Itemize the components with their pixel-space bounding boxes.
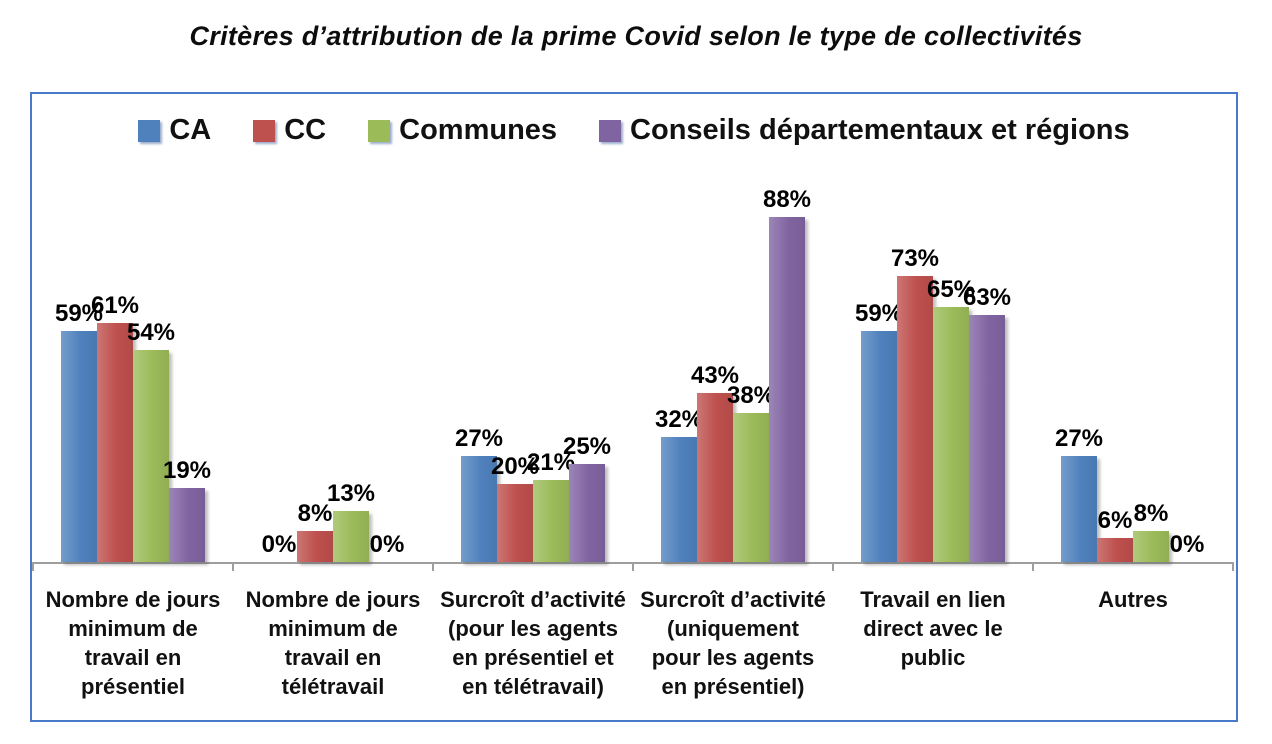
bar-value-label: 32% bbox=[654, 406, 704, 433]
legend-swatch-icon bbox=[253, 119, 276, 142]
bar bbox=[733, 413, 769, 562]
legend-item: CC bbox=[253, 114, 326, 147]
legend-item: Communes bbox=[368, 114, 557, 147]
axis-tick bbox=[232, 562, 234, 571]
axis-tick bbox=[1032, 562, 1034, 571]
bar-value-label: 0% bbox=[261, 531, 297, 558]
bar bbox=[297, 531, 333, 562]
axis-tick bbox=[432, 562, 434, 571]
bar bbox=[97, 323, 133, 562]
legend-item: Conseils départementaux et régions bbox=[599, 114, 1130, 147]
bar bbox=[661, 437, 697, 562]
bar bbox=[461, 456, 497, 562]
category-label: Nombre de jours minimum de travail en prése… bbox=[45, 587, 221, 699]
legend-swatch-icon bbox=[138, 119, 161, 142]
axis-tick bbox=[1232, 562, 1234, 571]
chart-legend: CA CC Communes Conseils départementaux et r… bbox=[32, 114, 1236, 147]
bar bbox=[1133, 531, 1169, 562]
bar-value-label: 25% bbox=[562, 433, 612, 460]
legend-swatch-icon bbox=[599, 119, 622, 142]
bar bbox=[569, 464, 605, 562]
bar bbox=[1097, 538, 1133, 562]
legend-swatch-icon bbox=[368, 119, 391, 142]
bar-value-label: 8% bbox=[1133, 500, 1169, 527]
bar-value-label: 13% bbox=[326, 480, 376, 507]
bar bbox=[697, 393, 733, 562]
bar-value-label: 0% bbox=[369, 531, 405, 558]
bar bbox=[533, 480, 569, 562]
bar bbox=[497, 484, 533, 562]
bar bbox=[861, 331, 897, 562]
bar bbox=[333, 511, 369, 562]
bar-value-label: 38% bbox=[726, 382, 776, 409]
bar-value-label: 6% bbox=[1097, 507, 1133, 534]
bar-value-label: 20% bbox=[490, 453, 540, 480]
category-label: Surcroît d’activité (pour les agents en pr… bbox=[440, 587, 626, 699]
chart-frame: CA CC Communes Conseils départementaux et r… bbox=[30, 92, 1238, 722]
category-label: Nombre de jours minimum de travail en télét… bbox=[245, 587, 421, 699]
bar-value-label: 59% bbox=[854, 300, 904, 327]
legend-label: CA bbox=[169, 114, 212, 146]
bar-value-label: 21% bbox=[526, 449, 576, 476]
bar-value-label: 19% bbox=[162, 457, 212, 484]
bar-value-label: 63% bbox=[962, 284, 1012, 311]
bar bbox=[169, 488, 205, 562]
legend-item: CA bbox=[138, 114, 211, 147]
bar-value-label: 8% bbox=[297, 500, 333, 527]
category-label: Autres bbox=[1098, 587, 1168, 612]
axis-tick bbox=[632, 562, 634, 571]
bar bbox=[1061, 456, 1097, 562]
bar-value-label: 59% bbox=[54, 300, 104, 327]
axis-tick bbox=[32, 562, 34, 571]
category-label: Travail en lien direct avec le public bbox=[860, 587, 1006, 670]
bar-value-label: 27% bbox=[1054, 425, 1104, 452]
bar bbox=[769, 217, 805, 562]
bar-value-label: 43% bbox=[690, 362, 740, 389]
bar bbox=[133, 350, 169, 562]
bar-value-label: 73% bbox=[890, 245, 940, 272]
chart-title: Critères d’attribution de la prime Covid… bbox=[189, 21, 1083, 51]
bar bbox=[897, 276, 933, 562]
bar-value-label: 27% bbox=[454, 425, 504, 452]
bar bbox=[969, 315, 1005, 562]
legend-label: Conseils départementaux et régions bbox=[630, 114, 1130, 146]
category-label: Surcroît d’activité (uniquement pour les a… bbox=[640, 587, 826, 699]
legend-label: CC bbox=[284, 114, 327, 146]
bar-value-label: 88% bbox=[762, 186, 812, 213]
bar-value-label: 65% bbox=[926, 276, 976, 303]
bar-value-label: 61% bbox=[90, 292, 140, 319]
bar bbox=[933, 307, 969, 562]
bar bbox=[61, 331, 97, 562]
bar-value-label: 54% bbox=[126, 319, 176, 346]
axis-tick bbox=[832, 562, 834, 571]
bar-value-label: 0% bbox=[1169, 531, 1205, 558]
legend-label: Communes bbox=[399, 114, 558, 146]
